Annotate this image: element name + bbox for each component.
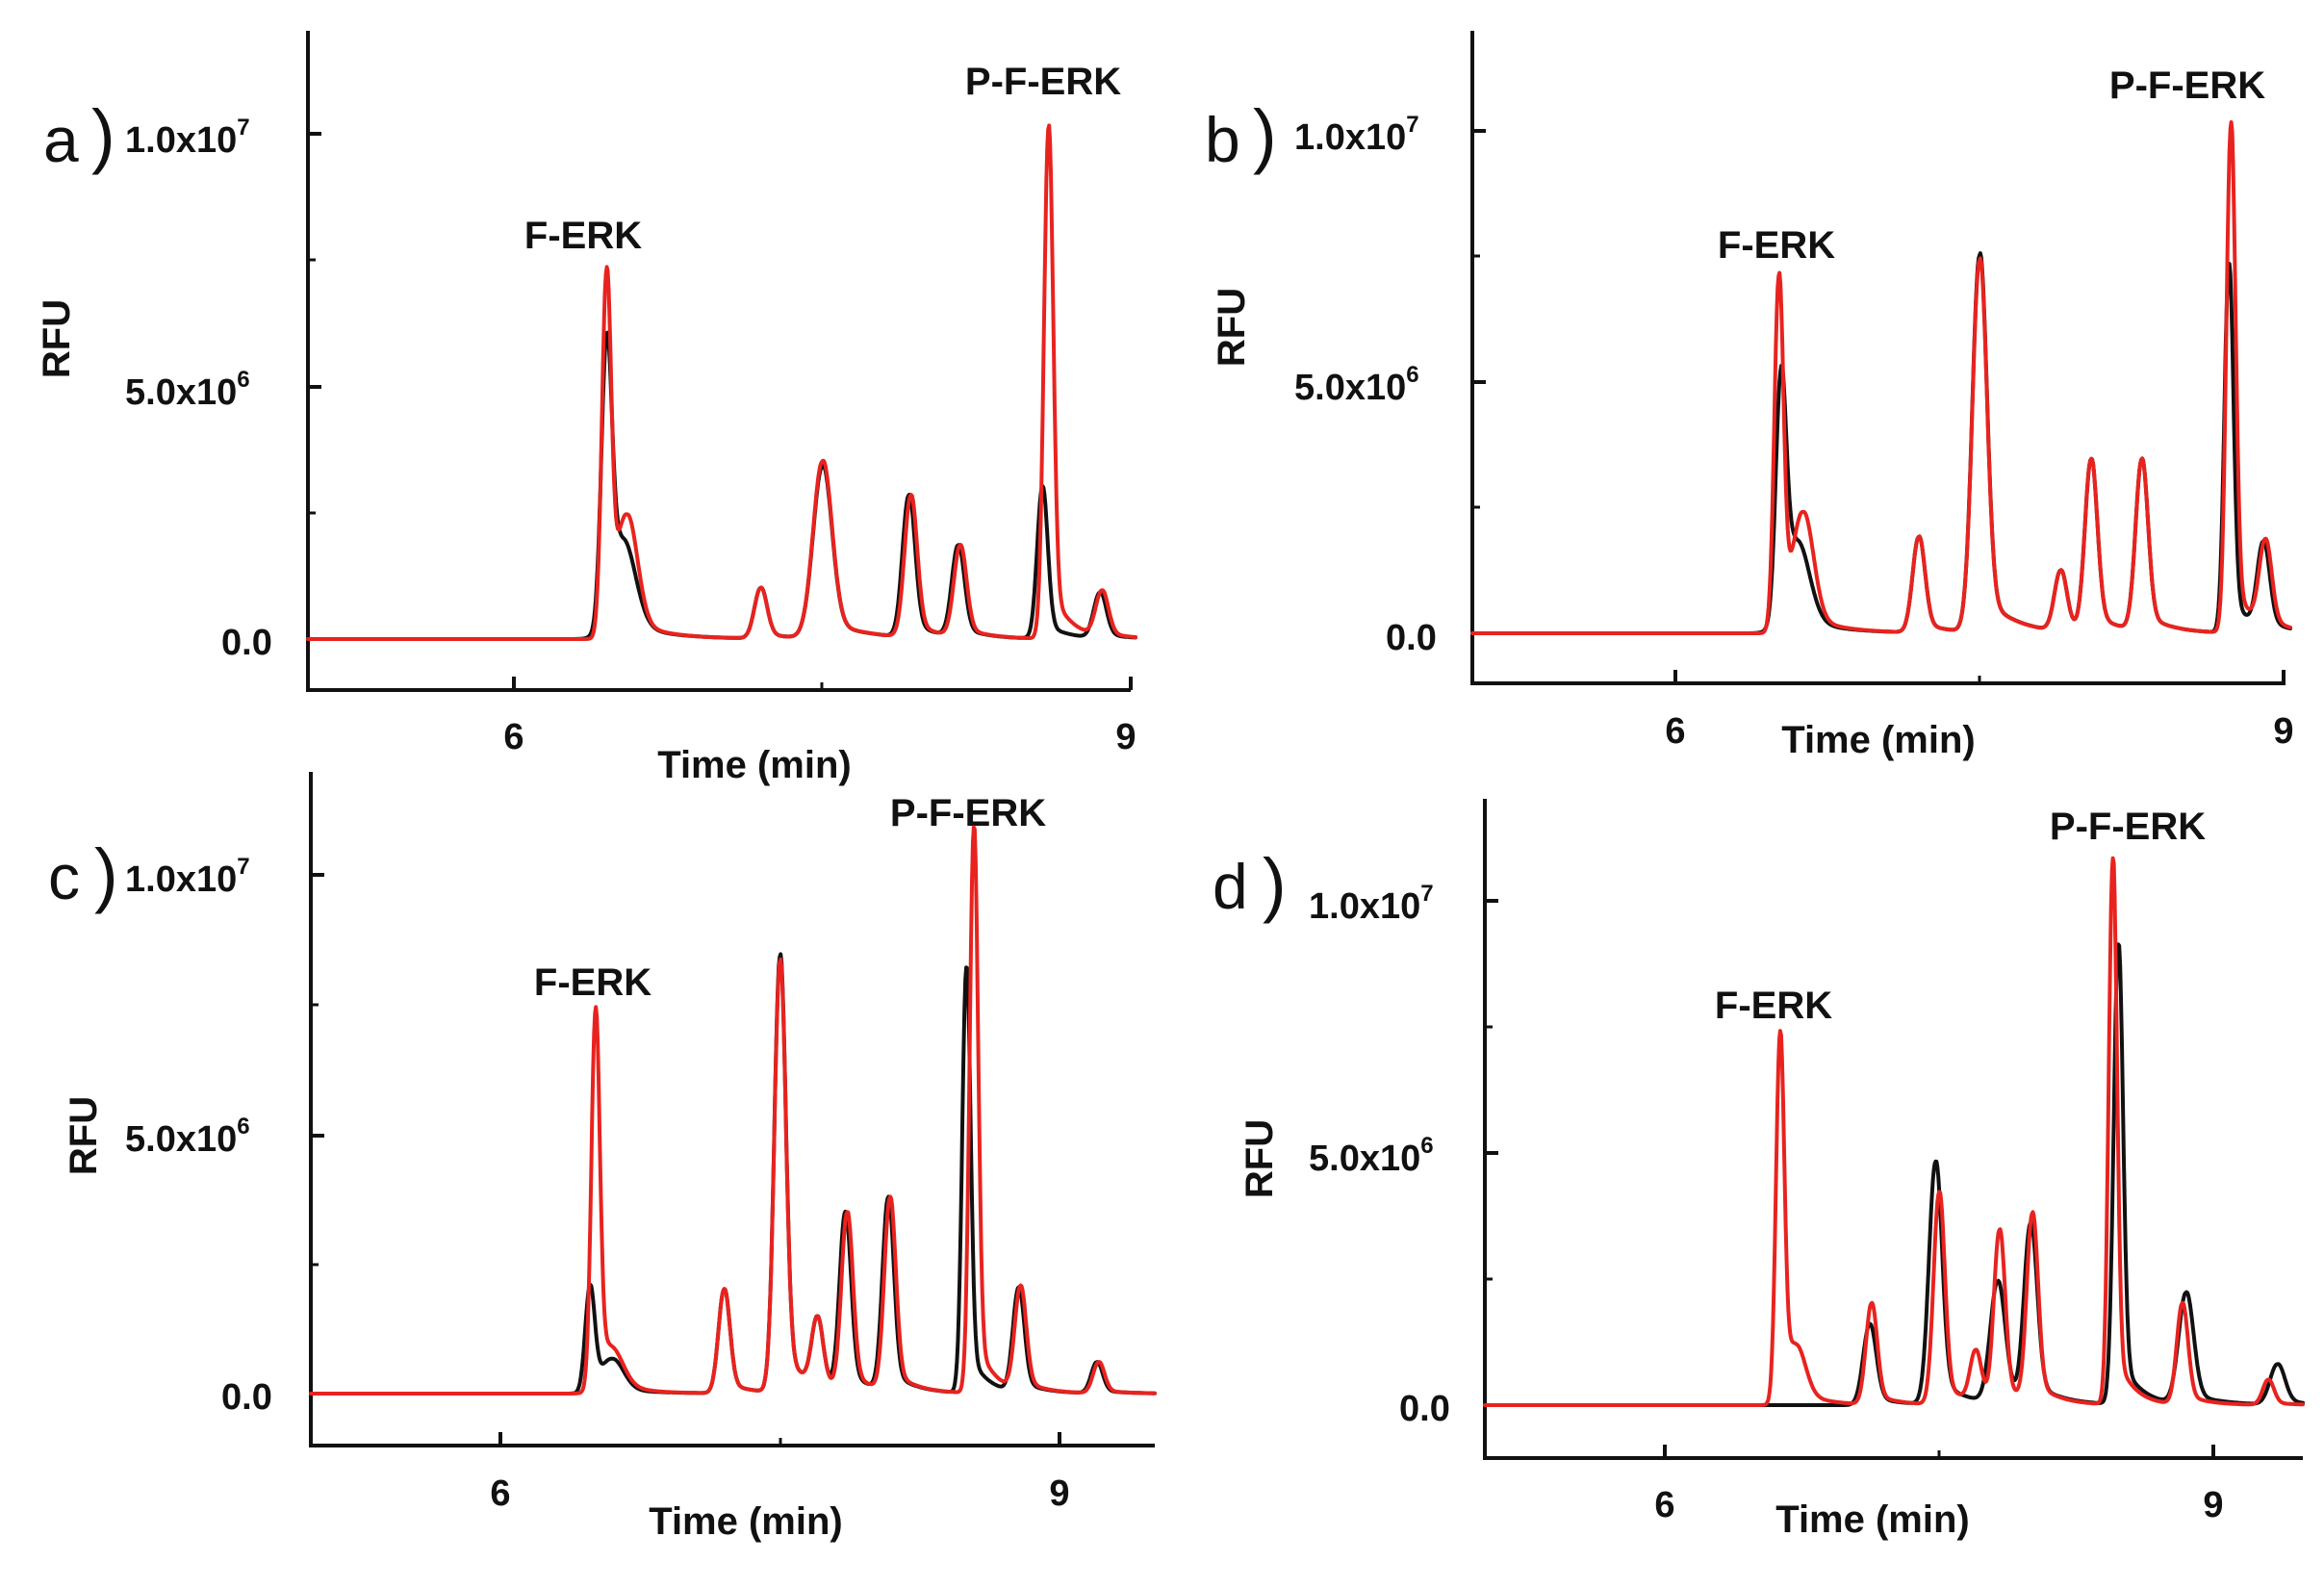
panel-d-x-title: Time (min) xyxy=(1775,1498,1970,1541)
panel-b-ytick-5e6-exponent: 6 xyxy=(1406,362,1418,388)
panel-a-y-title: RFU xyxy=(36,299,78,378)
panel-c-ytick-1e7-mantissa: 1.0x10 xyxy=(125,859,237,900)
panel-a-xtick-label-6: 6 xyxy=(503,717,524,757)
panel-d-trace-black xyxy=(1483,942,2305,1407)
panel-b-label-f-erk: F-ERK xyxy=(1718,224,1835,267)
panel-c-trace-red xyxy=(309,825,1157,1396)
panel-b-letter: b xyxy=(1205,104,1240,175)
panel-c: c ) 1.0x107 5.0x106 0.0 6 9 Time (min) R… xyxy=(48,772,1157,1543)
panel-d-y-title: RFU xyxy=(1239,1119,1281,1198)
panel-d-ytick-1e7-mantissa: 1.0x10 xyxy=(1309,886,1420,927)
panel-b-ytick-5e6-mantissa: 5.0x10 xyxy=(1294,368,1406,408)
panel-a-label-p-f-erk: P-F-ERK xyxy=(965,61,1121,103)
panel-d-xtick-label-6: 6 xyxy=(1654,1485,1674,1525)
panel-a-ytick-label-0: 0.0 xyxy=(221,623,272,663)
panel-c-ytick-1e7-exponent: 7 xyxy=(237,854,249,880)
panel-d-ytick-label-0: 0.0 xyxy=(1399,1389,1450,1429)
panel-a-paren: ) xyxy=(91,95,115,175)
panel-c-y-title: RFU xyxy=(63,1096,105,1175)
panel-b-trace-red xyxy=(1470,120,2292,635)
panel-b-ytick-label-5e6: 5.0x106 xyxy=(1294,362,1419,408)
panel-d-paren: ) xyxy=(1263,844,1287,924)
panel-b-ytick-1e7-mantissa: 1.0x10 xyxy=(1294,117,1406,158)
panel-b-ytick-1e7-exponent: 7 xyxy=(1406,112,1418,138)
panel-b-paren: ) xyxy=(1253,95,1277,175)
panel-d-ytick-1e7-exponent: 7 xyxy=(1420,881,1433,907)
panel-b-y-title: RFU xyxy=(1211,288,1253,367)
panel-b-xtick-label-6: 6 xyxy=(1665,711,1685,752)
panel-b-ytick-label-1e7: 1.0x107 xyxy=(1294,112,1419,158)
panel-d-label-p-f-erk: P-F-ERK xyxy=(2050,806,2206,848)
panel-c-x-title: Time (min) xyxy=(649,1500,843,1543)
panel-d-ytick-5e6-exponent: 6 xyxy=(1420,1133,1433,1159)
panel-a-ytick-label-5e6: 5.0x106 xyxy=(125,367,250,413)
panel-b-xtick-label-9: 9 xyxy=(2273,711,2293,752)
panel-b-trace-black xyxy=(1470,251,2292,635)
panel-d-ytick-label-5e6: 5.0x106 xyxy=(1309,1133,1434,1179)
panel-a-trace-red xyxy=(306,123,1137,641)
panel-d-xtick-label-9: 9 xyxy=(2203,1485,2223,1525)
panel-a-ytick-5e6-mantissa: 5.0x10 xyxy=(125,372,237,413)
panel-a-letter: a xyxy=(43,104,79,175)
panel-c-ytick-label-0: 0.0 xyxy=(221,1377,272,1418)
panel-a-ytick-1e7-mantissa: 1.0x10 xyxy=(125,120,237,161)
panel-a-x-title: Time (min) xyxy=(657,744,852,786)
panel-c-xtick-label-6: 6 xyxy=(490,1473,510,1514)
panel-b: b ) 1.0x107 5.0x106 0.0 6 9 Time (min) R… xyxy=(1205,31,2294,761)
panel-c-ytick-label-5e6: 5.0x106 xyxy=(125,1114,250,1160)
panel-c-ytick-label-1e7: 1.0x107 xyxy=(125,854,250,900)
panel-d-ytick-label-1e7: 1.0x107 xyxy=(1309,881,1434,927)
panel-c-ytick-5e6-mantissa: 5.0x10 xyxy=(125,1119,237,1160)
panel-c-letter: c xyxy=(48,841,80,912)
panel-a-xtick-label-9: 9 xyxy=(1115,717,1136,757)
panel-d-ytick-5e6-mantissa: 5.0x10 xyxy=(1309,1139,1420,1179)
panel-a: a ) 1.0x107 5.0x106 0.0 6 9 Time (min) R… xyxy=(36,31,1137,786)
panel-b-label-p-f-erk: P-F-ERK xyxy=(2109,64,2265,107)
panel-c-paren: ) xyxy=(94,834,118,914)
panel-a-ytick-label-1e7: 1.0x107 xyxy=(125,115,250,161)
panel-a-trace-black xyxy=(306,330,1137,641)
panel-a-ytick-5e6-exponent: 6 xyxy=(237,367,249,393)
panel-c-xtick-label-9: 9 xyxy=(1049,1473,1069,1514)
panel-c-label-p-f-erk: P-F-ERK xyxy=(890,792,1046,834)
panel-b-ytick-label-0: 0.0 xyxy=(1386,618,1437,658)
panel-a-label-f-erk: F-ERK xyxy=(524,215,642,257)
panel-c-label-f-erk: F-ERK xyxy=(534,961,651,1004)
panel-d-letter: d xyxy=(1213,851,1248,922)
panel-d: d ) 1.0x107 5.0x106 0.0 6 9 Time (min) R… xyxy=(1213,799,2305,1541)
panel-d-trace-red xyxy=(1483,856,2305,1407)
panel-c-ytick-5e6-exponent: 6 xyxy=(237,1114,249,1140)
panel-a-ytick-1e7-exponent: 7 xyxy=(237,115,249,141)
panel-d-label-f-erk: F-ERK xyxy=(1715,985,1832,1027)
panel-b-x-title: Time (min) xyxy=(1781,719,1976,761)
